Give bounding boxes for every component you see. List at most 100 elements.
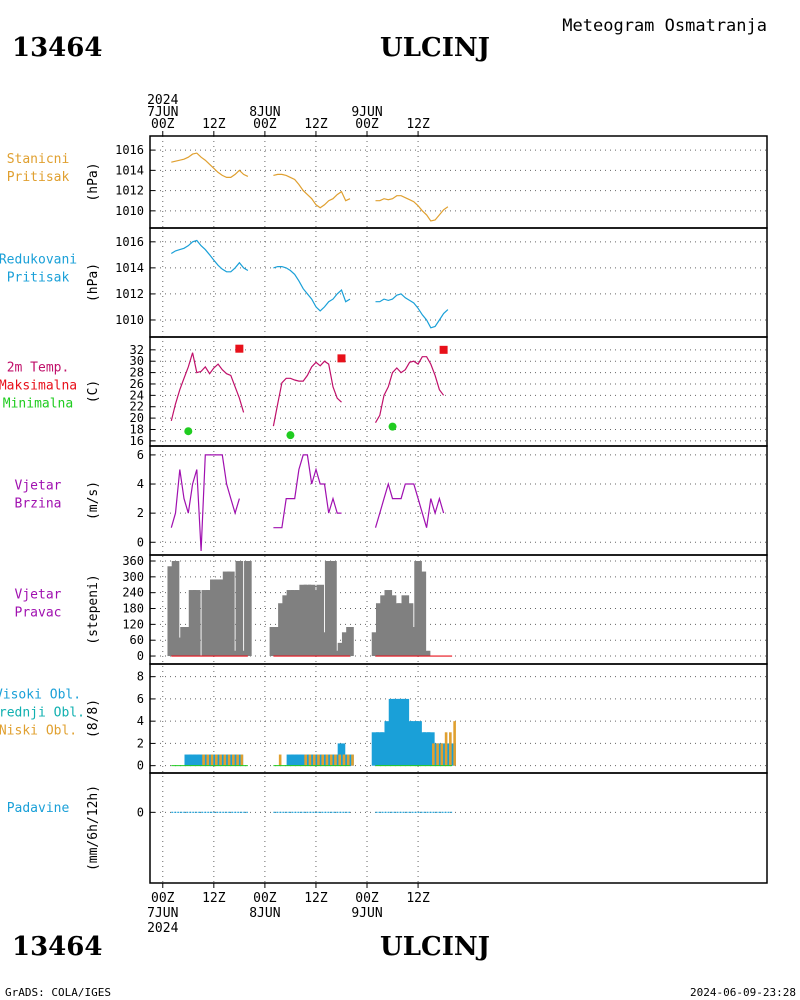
cloud-high-bar-18 <box>307 754 316 766</box>
ylabel-6: (mm/6h/12h) <box>86 785 101 871</box>
ytick-label-4-0: 0 <box>137 649 144 663</box>
wind-dir-bar-18 <box>244 561 252 657</box>
cloud-high-bar-34 <box>397 698 405 766</box>
ytick-label-3-3: 6 <box>137 448 144 462</box>
wind-dir-bar-21 <box>278 603 286 657</box>
max-marker-1 <box>337 354 346 363</box>
cloud-high-bar-22 <box>324 754 333 766</box>
wind-dir-bar-32 <box>324 561 333 657</box>
cloud-low-bar-9 <box>240 754 244 766</box>
cloud-high-bar-19 <box>312 754 320 766</box>
cloud-low-bar-3 <box>215 754 218 766</box>
wind-dir-bar-6 <box>193 590 201 657</box>
time-label-bottom-3-0: 12Z <box>304 891 328 906</box>
time-label-bottom-0-0: 00Z <box>151 891 175 906</box>
wind-dir-bar-49 <box>418 571 427 657</box>
ytick-label-3-1: 2 <box>137 506 144 520</box>
series-line-0-2 <box>375 195 449 222</box>
wind-dir-bar-20 <box>273 627 282 657</box>
wind-dir-bar-5 <box>188 590 197 657</box>
time-label-top-4-1: 00Z <box>355 117 379 132</box>
footer-timestamp: 2024-06-09-23:28 <box>690 986 796 999</box>
wind-dir-bar-48 <box>414 561 422 657</box>
ylabel-5: (8/8) <box>86 699 101 738</box>
time-label-bottom-0-2: 2024 <box>147 921 178 936</box>
cloud-high-bar-30 <box>380 732 388 766</box>
time-label-top-1-0: 12Z <box>202 117 226 132</box>
panel-label-5-1: Srednji Obl. <box>0 706 85 721</box>
ylabel-2: (C) <box>86 380 101 403</box>
ytick-label-5-4: 8 <box>137 670 144 684</box>
cloud-low-bar-10 <box>278 754 282 766</box>
cloud-high-bar-7 <box>214 754 222 766</box>
cloud-low-bar-19 <box>338 754 342 766</box>
ytick-label-2-7: 30 <box>130 354 144 368</box>
cloud-high-bar-44 <box>439 743 448 766</box>
time-label-top-3-0: 12Z <box>304 117 328 132</box>
ytick-label-2-2: 20 <box>130 411 144 425</box>
wind-dir-bar-35 <box>337 642 346 657</box>
ytick-label-2-1: 18 <box>130 422 144 436</box>
cloud-high-bar-29 <box>375 732 384 766</box>
panel-label-2-0: 2m Temp. <box>7 361 70 376</box>
cloud-high-bar-28 <box>371 732 380 766</box>
cloud-low-bar-15 <box>321 754 325 766</box>
cloud-low-bar-16 <box>325 754 329 766</box>
cloud-low-bar-13 <box>312 754 316 766</box>
time-label-bottom-2-0: 00Z <box>253 891 277 906</box>
ytick-label-4-5: 300 <box>122 570 144 584</box>
ytick-label-2-4: 24 <box>130 388 144 402</box>
cloud-low-bar-27 <box>449 732 452 766</box>
wind-dir-bar-2 <box>175 637 184 657</box>
max-marker-0 <box>235 344 244 353</box>
series-line-0-0 <box>171 152 249 178</box>
panel-label-0-0: Stanicni <box>7 152 70 167</box>
wind-dir-bar-15 <box>231 650 239 657</box>
cloud-low-bar-12 <box>308 754 312 766</box>
cloud-high-bar-11 <box>231 754 239 766</box>
chart-title: Meteogram Osmatranja <box>562 16 767 36</box>
station-name-bottom: ULCINJ <box>380 932 490 962</box>
wind-dir-bar-33 <box>329 561 337 657</box>
wind-dir-bar-8 <box>201 590 210 657</box>
panel-label-5-0: Visoki Obl. <box>0 688 81 703</box>
wind-dir-bar-25 <box>295 590 303 657</box>
panel-label-0-1: Pritisak <box>7 170 70 185</box>
wind-dir-bar-19 <box>269 627 278 657</box>
wind-dir-bar-9 <box>205 590 214 657</box>
cloud-low-bar-1 <box>206 754 210 766</box>
cloud-high-bar-2 <box>193 754 201 766</box>
wind-dir-bar-36 <box>341 632 350 657</box>
wind-dir-bar-46 <box>405 603 414 657</box>
wind-dir-bar-30 <box>316 584 325 657</box>
time-label-top-5-0: 12Z <box>406 117 430 132</box>
wind-dir-bar-23 <box>286 590 295 657</box>
cloud-high-bar-40 <box>422 732 431 766</box>
cloud-low-bar-2 <box>210 754 214 766</box>
cloud-high-bar-23 <box>329 754 337 766</box>
wind-dir-bar-16 <box>235 561 244 657</box>
cloud-low-bar-23 <box>432 743 435 766</box>
panel-label-3-0: Vjetar <box>15 479 62 494</box>
ylabel-4: (stepeni) <box>86 574 101 644</box>
ytick-label-1-2: 1014 <box>115 261 144 275</box>
cloud-low-bar-21 <box>346 754 350 766</box>
cloud-high-bar-24 <box>333 754 342 766</box>
cloud-low-bar-25 <box>440 743 444 766</box>
cloud-low-bar-0 <box>202 754 205 766</box>
cloud-high-bar-37 <box>410 721 418 766</box>
wind-dir-bar-47 <box>410 627 418 657</box>
cloud-high-bar-31 <box>384 721 393 766</box>
wind-dir-bar-45 <box>401 595 410 657</box>
cloud-low-bar-18 <box>334 754 337 766</box>
wind-dir-bar-29 <box>312 590 320 657</box>
time-label-top-0-1: 7JUN <box>147 105 178 120</box>
wind-dir-bar-10 <box>210 579 218 657</box>
cloud-high-bar-27 <box>346 754 354 766</box>
wind-dir-bar-38 <box>371 632 380 657</box>
wind-dir-bar-11 <box>214 579 222 657</box>
panel-label-1-0: Redukovani <box>0 253 77 268</box>
ytick-label-0-1: 1012 <box>115 184 144 198</box>
